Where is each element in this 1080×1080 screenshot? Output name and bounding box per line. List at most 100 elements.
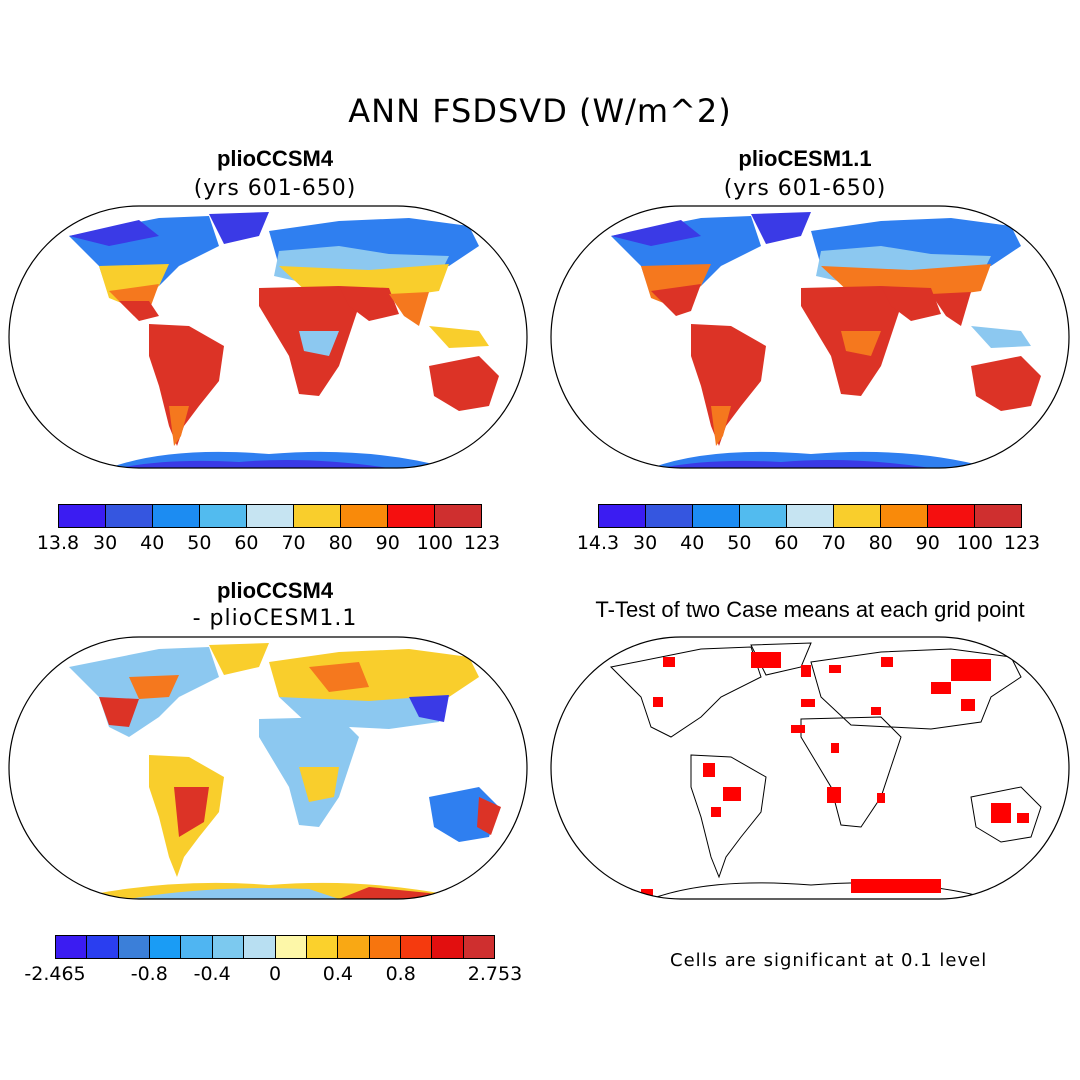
colorbar-swatch [369, 936, 401, 958]
colorbar-tick-label: 14.3 [576, 532, 620, 554]
colorbar-tick-label: 100 [416, 532, 454, 554]
greenland [751, 212, 811, 244]
antarctica-core [119, 460, 389, 468]
central-africa [299, 331, 339, 356]
colorbar-swatch [153, 505, 200, 527]
signif-cell [829, 665, 841, 673]
signif-cell [791, 725, 805, 733]
signif-cell [663, 657, 675, 667]
figure-title: ANN FSDSVD (W/m^2) [348, 92, 732, 130]
colorbar-swatch [463, 936, 495, 958]
colorbar-swatch [294, 505, 341, 527]
south-asia [389, 292, 429, 326]
australia [971, 356, 1041, 411]
australia [429, 356, 499, 411]
southeast-asia [971, 326, 1031, 348]
signif-cell [881, 657, 893, 667]
colorbar-tick-label: 123 [463, 532, 501, 554]
signif-cell [653, 697, 663, 707]
antarctica-core [661, 460, 931, 468]
land-fields [611, 212, 1041, 468]
colorbar-tick-label: 30 [633, 532, 658, 554]
colorbar-tick-label: 0.8 [385, 963, 416, 985]
colorbar-tick-label: 50 [187, 532, 212, 554]
colorbar-swatch [212, 936, 245, 958]
colorbar-swatch [432, 936, 464, 958]
signif-cell [951, 659, 991, 681]
colorbar-tick-label: 50 [727, 532, 752, 554]
signif-cell [961, 699, 975, 711]
map-frame [550, 205, 1070, 469]
mexico [119, 301, 159, 321]
colorbar-swatch [435, 505, 481, 527]
south-asia [931, 292, 971, 326]
southeast-asia [429, 326, 489, 348]
signif-cell [1017, 813, 1029, 823]
map-frame [8, 636, 528, 900]
panel-title-bottom-left: plioCCSM4 [216, 578, 334, 603]
south-america [691, 324, 766, 446]
colorbar-tick-label: 100 [956, 532, 994, 554]
colorbar-tick-label: 60 [774, 532, 799, 554]
map-bottom-right [550, 636, 1070, 900]
eurasia-north [269, 649, 479, 707]
greenland [209, 212, 269, 244]
colorbar-swatch [275, 936, 307, 958]
colorbar-tick-label: 80 [328, 532, 353, 554]
colorbar-top-right [598, 504, 1022, 528]
panel-title-top-right: plioCESM1.1 [738, 146, 872, 171]
arctic-canada [69, 220, 159, 246]
panel-title-top-left: plioCCSM4 [216, 146, 334, 171]
signif-cell [991, 803, 1011, 823]
colorbar-tick-label: 40 [140, 532, 165, 554]
signif-cell [801, 699, 815, 707]
colorbar-swatch [693, 505, 740, 527]
colorbar-swatch [787, 505, 834, 527]
colorbar-tick-label: 123 [1003, 532, 1041, 554]
colorbar-top-left [58, 504, 482, 528]
colorbar-swatch [87, 936, 119, 958]
colorbar-tick-label: 60 [234, 532, 259, 554]
colorbar-swatch [118, 936, 151, 958]
land-fields [69, 212, 499, 468]
west-us [99, 697, 139, 727]
colorbar-tick-label: -0.4 [193, 963, 231, 985]
coast-north-america [609, 646, 762, 738]
colorbar-tick-label: 30 [93, 532, 118, 554]
colorbar-tick-label: 80 [868, 532, 893, 554]
signif-cell [851, 879, 941, 893]
colorbar-tick-label: 70 [821, 532, 846, 554]
colorbar-tick-label: -0.8 [130, 963, 168, 985]
colorbar-swatch [306, 936, 339, 958]
coastlines [609, 642, 1042, 899]
colorbar-swatch [247, 505, 294, 527]
greenland [209, 643, 269, 675]
colorbar-swatch [834, 505, 881, 527]
colorbar-tick-label: -2.465 [24, 963, 86, 985]
signif-cell [827, 787, 841, 803]
south-america-warm [174, 787, 209, 837]
colorbar-swatch [59, 505, 106, 527]
colorbar-swatch [740, 505, 787, 527]
colorbar-swatch [400, 936, 433, 958]
signif-cell [801, 665, 811, 677]
signif-cell [711, 807, 721, 817]
significant-cells [641, 652, 1029, 897]
land-fields [69, 643, 501, 899]
signif-cell [703, 763, 715, 777]
colorbar-tick-label: 90 [375, 532, 400, 554]
coast-south-america [690, 754, 767, 879]
colorbar-swatch [388, 505, 435, 527]
signif-cell [723, 787, 741, 801]
africa-south [299, 767, 339, 802]
map-bottom-left [8, 636, 528, 900]
colorbar-tick-label: 40 [680, 532, 705, 554]
colorbar-swatch [200, 505, 247, 527]
colorbar-swatch [881, 505, 928, 527]
colorbar-swatch [106, 505, 153, 527]
australia-east [477, 797, 501, 835]
coast-eurasia [810, 648, 1022, 730]
middle-east [881, 286, 941, 321]
colorbar-tick-label: 0.4 [322, 963, 353, 985]
colorbar-swatch [341, 505, 388, 527]
